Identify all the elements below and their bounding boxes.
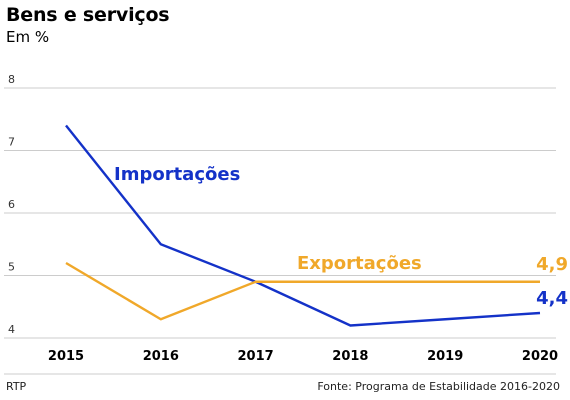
- y-tick-label: 5: [8, 261, 15, 274]
- series-line-exportacoes: [65, 261, 540, 321]
- series-label-importacoes: Importações: [114, 164, 240, 185]
- x-tick-label: 2016: [143, 349, 179, 364]
- y-tick-label: 6: [8, 198, 15, 211]
- x-tick-label: 2015: [48, 349, 84, 364]
- end-value-label-importacoes: 4,4: [536, 288, 568, 309]
- y-tick-label: 8: [8, 73, 15, 86]
- series-label-exportacoes: Exportações: [297, 253, 422, 274]
- footer-source-left: RTP: [6, 380, 27, 393]
- footer-source-right: Fonte: Programa de Estabilidade 2016-202…: [317, 380, 560, 393]
- x-tick-label: 2019: [427, 349, 463, 364]
- chart-title: Bens e serviços: [6, 4, 170, 26]
- series-line-importacoes: [65, 124, 541, 327]
- x-tick-label: 2017: [238, 349, 274, 364]
- chart-subtitle: Em %: [6, 28, 50, 46]
- x-tick-label: 2020: [522, 349, 558, 364]
- x-tick-label: 2018: [332, 349, 368, 364]
- end-value-label-exportacoes: 4,9: [536, 254, 568, 275]
- y-tick-label: 4: [8, 323, 15, 336]
- y-tick-label: 7: [8, 136, 15, 149]
